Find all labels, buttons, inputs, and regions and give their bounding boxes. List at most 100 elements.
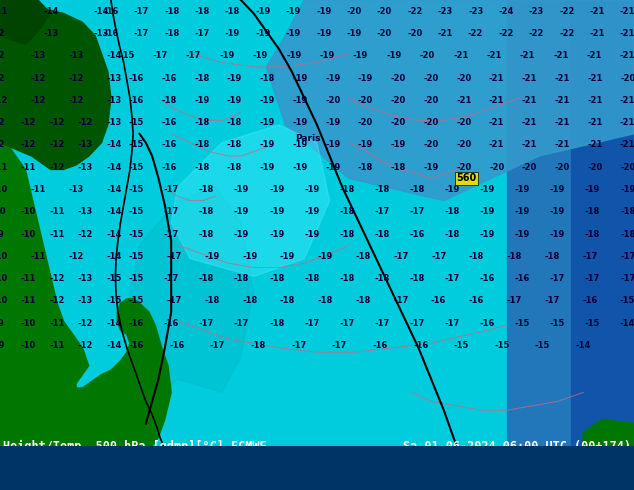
Text: -24: -24 — [498, 7, 514, 16]
Text: 10: 10 — [0, 207, 6, 216]
Text: -19: -19 — [515, 207, 530, 216]
Text: -10: -10 — [0, 296, 8, 305]
Text: ©weatheronline.co.uk: ©weatheronline.co.uk — [506, 478, 631, 488]
Text: -11: -11 — [21, 163, 36, 172]
Text: -23: -23 — [529, 7, 544, 16]
Text: -19: -19 — [260, 141, 275, 149]
Text: -19: -19 — [234, 185, 249, 194]
Text: -18: -18 — [199, 207, 214, 216]
Text: -13: -13 — [78, 207, 93, 216]
Text: -18: -18 — [225, 7, 240, 16]
Text: -19: -19 — [227, 96, 242, 105]
Text: -20: -20 — [420, 51, 435, 60]
Text: -17: -17 — [167, 296, 182, 305]
Text: -19: -19 — [316, 29, 332, 38]
Text: -21: -21 — [522, 118, 537, 127]
Text: -19: -19 — [269, 230, 284, 239]
Bar — [100, 463, 116, 477]
Text: -16: -16 — [169, 341, 184, 350]
Text: -14: -14 — [107, 341, 122, 350]
Text: -18: -18 — [374, 185, 390, 194]
Text: -21: -21 — [520, 51, 535, 60]
Bar — [216, 463, 233, 477]
Text: -22: -22 — [559, 7, 574, 16]
Text: -17: -17 — [164, 185, 179, 194]
Text: -19: -19 — [304, 207, 320, 216]
Text: -17: -17 — [410, 319, 425, 328]
Text: -19: -19 — [242, 252, 257, 261]
Text: -17: -17 — [393, 296, 408, 305]
Text: -19: -19 — [444, 185, 460, 194]
Text: -12: -12 — [136, 481, 146, 488]
Text: -18: -18 — [234, 274, 249, 283]
Text: -18: -18 — [391, 163, 406, 172]
Text: -20: -20 — [456, 118, 472, 127]
Text: -16: -16 — [164, 319, 179, 328]
Text: -15: -15 — [495, 341, 510, 350]
Text: -15: -15 — [515, 319, 530, 328]
Text: -13: -13 — [78, 296, 93, 305]
Text: -16: -16 — [129, 74, 144, 82]
Text: -2: -2 — [0, 118, 4, 127]
Text: -19: -19 — [194, 96, 209, 105]
Text: -18: -18 — [204, 296, 219, 305]
Text: -20: -20 — [358, 118, 373, 127]
Text: -20: -20 — [391, 118, 406, 127]
Text: -12: -12 — [30, 96, 46, 105]
Text: -17: -17 — [444, 274, 460, 283]
Text: -18: -18 — [339, 207, 354, 216]
Text: -18: -18 — [356, 296, 371, 305]
Text: -18: -18 — [444, 230, 460, 239]
Text: -21: -21 — [555, 74, 570, 82]
Text: -14: -14 — [107, 141, 122, 149]
Text: -18: -18 — [469, 252, 484, 261]
Text: -19: -19 — [292, 141, 307, 149]
Text: -18: -18 — [585, 230, 600, 239]
Text: -9: -9 — [0, 341, 4, 350]
Text: -17: -17 — [167, 252, 182, 261]
Text: -17: -17 — [164, 274, 179, 283]
Text: -15: -15 — [454, 341, 469, 350]
Text: -6: -6 — [154, 481, 161, 488]
Text: -19: -19 — [391, 141, 406, 149]
Text: -19: -19 — [292, 118, 307, 127]
Text: -19: -19 — [280, 252, 295, 261]
Text: -10: -10 — [21, 207, 36, 216]
Text: -20: -20 — [620, 163, 634, 172]
Text: -30: -30 — [86, 481, 96, 488]
Text: -10: -10 — [21, 230, 36, 239]
Text: -20: -20 — [522, 163, 537, 172]
Text: -18: -18 — [339, 185, 354, 194]
Text: -18: -18 — [227, 141, 242, 149]
Text: -13: -13 — [30, 51, 46, 60]
Text: -17: -17 — [410, 207, 425, 216]
Text: Paris: Paris — [295, 134, 320, 143]
Text: -12: -12 — [0, 96, 8, 105]
Text: -18: -18 — [585, 207, 600, 216]
Text: -19: -19 — [204, 252, 219, 261]
Text: -10: -10 — [21, 341, 36, 350]
Text: -17: -17 — [620, 274, 634, 283]
Text: -20: -20 — [587, 163, 602, 172]
Text: -17: -17 — [444, 319, 460, 328]
Text: -19: -19 — [286, 51, 301, 60]
Text: -21: -21 — [587, 96, 602, 105]
Text: -14: -14 — [43, 7, 58, 16]
Text: -21: -21 — [586, 51, 602, 60]
Text: -19: -19 — [424, 163, 439, 172]
Text: -18: -18 — [280, 296, 295, 305]
Text: -21: -21 — [522, 74, 537, 82]
Text: 42: 42 — [287, 481, 295, 488]
Text: -12: -12 — [49, 118, 65, 127]
Text: 30: 30 — [254, 481, 262, 488]
Text: -16: -16 — [162, 118, 177, 127]
Text: -12: -12 — [49, 296, 65, 305]
Polygon shape — [0, 134, 171, 446]
Text: -21: -21 — [489, 96, 504, 105]
Text: -11: -11 — [30, 185, 46, 194]
Text: -15: -15 — [129, 185, 144, 194]
Text: -16: -16 — [410, 230, 425, 239]
Text: -19: -19 — [585, 185, 600, 194]
Text: 9: 9 — [0, 230, 3, 239]
Text: -20: -20 — [456, 141, 472, 149]
